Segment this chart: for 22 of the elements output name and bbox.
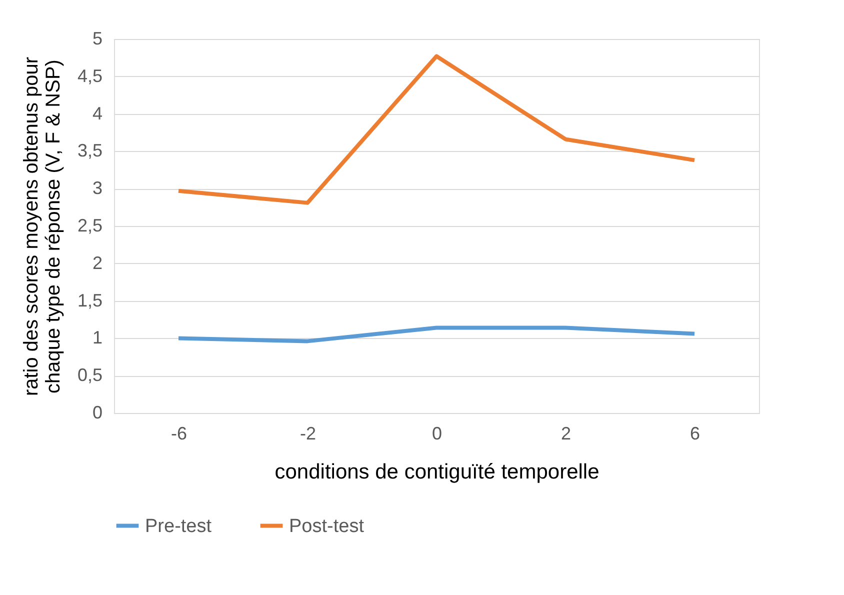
x-axis-title: conditions de contiguïté temporelle <box>274 460 600 484</box>
y-tick-label: 5 <box>92 28 102 48</box>
y-tick-label: 3 <box>92 178 102 198</box>
x-tick-label: -6 <box>170 424 188 444</box>
line-series <box>176 54 696 205</box>
y-tick-label: 1,5 <box>77 290 102 310</box>
line-series <box>176 326 696 344</box>
legend-label: Post-test <box>289 516 365 537</box>
y-tick-label: 1 <box>92 328 102 348</box>
x-tick-label: 0 <box>432 424 442 444</box>
y-tick-label: 4,5 <box>77 66 102 86</box>
y-tick-label: 4 <box>92 103 102 124</box>
y-tick-label: 3,5 <box>77 140 102 161</box>
y-tick-label: 2 <box>92 252 102 273</box>
y-axis-title: ratio des scores moyens obtenus pour chaque type de réponse (V, F & NSP) <box>20 56 64 396</box>
legend-label: Pre-test <box>145 516 212 537</box>
y-tick-label: 0 <box>92 402 102 422</box>
y-tick-label: 0,5 <box>77 365 102 386</box>
x-tick-label: 2 <box>560 424 572 444</box>
x-tick-label: 6 <box>690 424 700 444</box>
y-tick-label: 2,5 <box>77 216 102 236</box>
x-tick-label: -2 <box>300 424 316 444</box>
